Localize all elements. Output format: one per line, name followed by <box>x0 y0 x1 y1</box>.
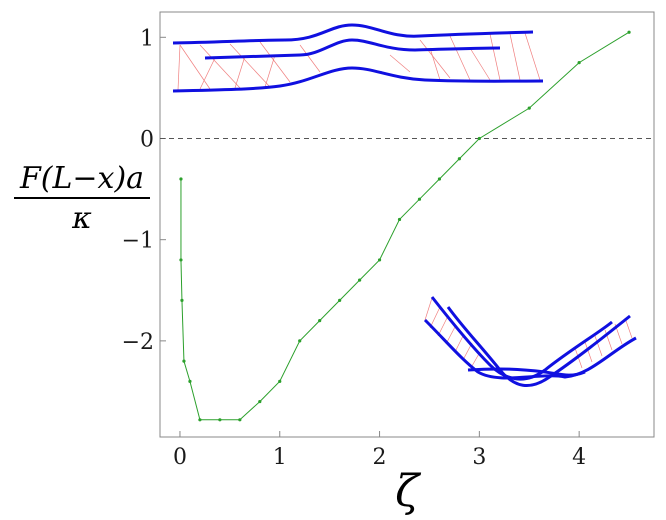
data-point <box>318 319 322 323</box>
data-point <box>258 399 262 404</box>
data-point <box>377 258 382 262</box>
data-point <box>182 359 186 363</box>
x-tick-label: 0 <box>173 445 187 470</box>
data-point <box>527 106 531 110</box>
data-point <box>218 418 222 422</box>
data-point <box>477 136 481 141</box>
data-point <box>179 177 183 181</box>
series-line <box>180 31 630 421</box>
plot-frame <box>159 11 655 438</box>
inset-bent-strand-2 <box>446 306 631 387</box>
y-tick-label: −2 <box>122 330 154 355</box>
data-point <box>180 298 184 302</box>
inset-bent-strand-3 <box>423 318 637 380</box>
data-point <box>338 298 342 302</box>
inset-strand-bottom <box>172 66 544 93</box>
inset-bent-strand-4 <box>467 367 586 377</box>
data-point <box>577 60 581 65</box>
data-point <box>179 258 183 262</box>
data-point <box>627 30 631 34</box>
y-tick-label: 0 <box>140 127 154 152</box>
bent-bundle-inset <box>423 296 637 387</box>
series-layer <box>179 30 631 422</box>
inset-links <box>177 32 541 91</box>
y-axis-title-denominator: κ <box>71 201 92 236</box>
y-tick-label: 1 <box>140 26 154 51</box>
data-point <box>188 379 192 383</box>
data-point <box>457 157 461 161</box>
data-point <box>238 418 242 422</box>
inset-bent-strand-1 <box>430 296 613 381</box>
y-axis-title-numerator: F(L−x)a <box>19 161 144 196</box>
data-point <box>198 418 202 422</box>
data-point <box>397 217 402 222</box>
y-axis-ticks: 1 0 −1 −2 <box>122 26 166 355</box>
x-tick-label: 1 <box>273 445 287 470</box>
inset-strand-outer-top <box>172 23 534 45</box>
data-point <box>298 339 302 343</box>
straight-bundle-inset <box>172 23 544 93</box>
inset-links <box>424 297 633 369</box>
data-point <box>278 379 282 383</box>
y-axis-title: F(L−x)a κ <box>14 161 150 236</box>
x-axis-ticks: 0 1 2 3 4 <box>173 431 586 470</box>
x-tick-label: 2 <box>373 445 387 470</box>
x-tick-label: 4 <box>572 445 586 470</box>
data-point <box>437 177 442 181</box>
x-tick-label: 3 <box>472 445 486 470</box>
x-axis-title: ζ <box>395 466 422 517</box>
data-point <box>417 197 422 201</box>
y-tick-label: −1 <box>122 229 154 254</box>
data-point <box>357 278 362 282</box>
inset-strand-inner-top <box>204 38 501 60</box>
